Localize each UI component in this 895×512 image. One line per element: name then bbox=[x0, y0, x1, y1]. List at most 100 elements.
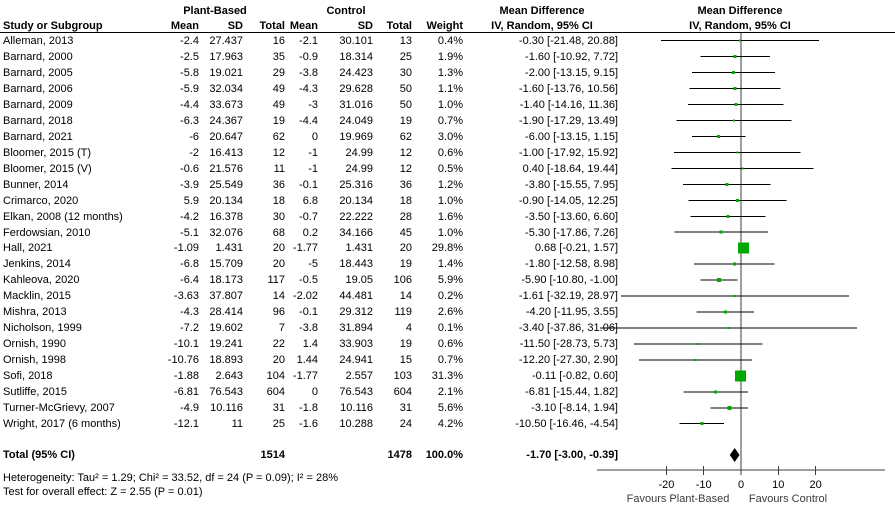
plantbased-total-cell: 22 bbox=[272, 338, 285, 350]
control-total-cell: 45 bbox=[399, 227, 412, 239]
control-mean-cell: -5 bbox=[308, 258, 318, 270]
plantbased-mean-cell: -10.1 bbox=[173, 338, 199, 350]
effect-square bbox=[725, 182, 729, 186]
weight-cell: 0.5% bbox=[437, 163, 463, 175]
control-total-cell: 31 bbox=[399, 402, 412, 414]
md-ci-cell: -5.30 [-17.86, 7.26] bbox=[525, 227, 618, 239]
md-ci-cell: -3.40 [-37.86, 31.06] bbox=[518, 322, 618, 334]
control-total-cell: 36 bbox=[399, 179, 412, 191]
plantbased-sd-cell: 18.173 bbox=[209, 274, 243, 286]
effect-square bbox=[714, 390, 718, 394]
md-ci-cell: -0.11 [-0.82, 0.60] bbox=[531, 370, 618, 382]
weight-cell: 1.9% bbox=[437, 51, 463, 63]
control-sd-cell: 24.941 bbox=[339, 354, 373, 366]
weight-cell: 5.6% bbox=[437, 402, 463, 414]
plantbased-sd-cell: 17.963 bbox=[209, 51, 243, 63]
control-total-cell: 50 bbox=[399, 83, 412, 95]
forest-plot-graph: -20 -10 0 10 20 Favours Plant-Based Favours Co… bbox=[597, 33, 885, 505]
plantbased-sd-cell: 28.414 bbox=[209, 306, 243, 318]
effect-square bbox=[727, 326, 730, 329]
plantbased-mean-cell: -5.8 bbox=[180, 67, 199, 79]
effect-square bbox=[733, 55, 737, 59]
control-total-cell: 12 bbox=[399, 163, 412, 175]
control-sd-cell: 76.543 bbox=[339, 386, 373, 398]
total-n1: 1514 bbox=[260, 449, 285, 461]
plantbased-sd-cell: 19.602 bbox=[209, 322, 243, 334]
study-name-cell: Sutliffe, 2015 bbox=[3, 386, 68, 398]
md-ci-cell: -5.90 [-10.80, -1.00] bbox=[521, 274, 618, 286]
md-ci-cell: -3.80 [-15.55, 7.95] bbox=[525, 179, 618, 191]
plantbased-mean-cell: -3.9 bbox=[180, 179, 199, 191]
plantbased-total-cell: 12 bbox=[272, 147, 285, 159]
control-total-cell: 103 bbox=[393, 370, 412, 382]
plantbased-mean-cell: -12.1 bbox=[173, 418, 199, 430]
control-mean-cell: -0.9 bbox=[299, 51, 318, 63]
plantbased-sd-cell: 15.709 bbox=[209, 258, 243, 270]
plantbased-sd-cell: 37.807 bbox=[209, 290, 243, 302]
plantbased-total-cell: 49 bbox=[272, 83, 285, 95]
md-ci-cell: -0.90 [-14.05, 12.25] bbox=[518, 195, 618, 207]
control-sd-cell: 44.481 bbox=[339, 290, 373, 302]
control-sd-cell: 10.116 bbox=[340, 402, 373, 414]
plantbased-sd-cell: 20.647 bbox=[209, 131, 243, 143]
study-name-cell: Barnard, 2006 bbox=[3, 83, 73, 95]
md-plot-title: Mean Difference bbox=[697, 5, 783, 17]
weight-cell: 1.6% bbox=[437, 211, 463, 223]
plantbased-sd-cell: 16.413 bbox=[209, 147, 243, 159]
control-sd-cell: 18.314 bbox=[339, 51, 373, 63]
control-sd-cell: 19.05 bbox=[345, 274, 373, 286]
md-plot-subtitle: IV, Random, 95% CI bbox=[689, 20, 791, 32]
control-mean-cell: -4.4 bbox=[299, 115, 318, 127]
plantbased-sd-cell: 16.378 bbox=[209, 211, 243, 223]
weight-cell: 1.1% bbox=[437, 83, 463, 95]
effect-square bbox=[735, 370, 747, 382]
control-sd-cell: 20.134 bbox=[339, 195, 373, 207]
control-mean-cell: -1.8 bbox=[299, 402, 318, 414]
control-mean-cell: 1.4 bbox=[302, 338, 318, 350]
effect-square bbox=[736, 198, 740, 202]
plantbased-sd-cell: 76.543 bbox=[209, 386, 243, 398]
control-sd-cell: 22.222 bbox=[339, 211, 373, 223]
md-ci-cell: 0.68 [-0.21, 1.57] bbox=[534, 242, 618, 254]
study-name-cell: Macklin, 2015 bbox=[3, 290, 71, 302]
study-name-cell: Bloomer, 2015 (V) bbox=[3, 163, 92, 175]
control-mean-cell: -0.1 bbox=[299, 179, 318, 191]
weight-cell: 1.0% bbox=[437, 195, 463, 207]
plantbased-mean-cell: -4.3 bbox=[180, 306, 199, 318]
total-ci: -1.70 [-3.00, -0.39] bbox=[526, 449, 618, 461]
control-total-cell: 15 bbox=[399, 354, 412, 366]
plantbased-sd-cell: 10.116 bbox=[210, 402, 243, 414]
plantbased-mean-cell: -4.2 bbox=[180, 211, 199, 223]
md-column-title: Mean Difference bbox=[499, 5, 585, 17]
control-mean-cell: -1.6 bbox=[299, 418, 318, 430]
axis-tick-label: 0 bbox=[738, 479, 744, 491]
control-total-cell: 18 bbox=[399, 195, 412, 207]
plantbased-mean-cell: -5.1 bbox=[180, 227, 199, 239]
control-total-cell: 25 bbox=[399, 51, 412, 63]
plantbased-sd-cell: 1.431 bbox=[215, 242, 243, 254]
md-ci-cell: -1.60 [-10.92, 7.72] bbox=[525, 51, 618, 63]
plantbased-total-cell: 31 bbox=[272, 402, 285, 414]
group2-sd-header: SD bbox=[357, 20, 373, 32]
md-ci-cell: -3.50 [-13.60, 6.60] bbox=[525, 211, 618, 223]
md-ci-cell: -12.20 [-27.30, 2.90] bbox=[518, 354, 618, 366]
control-sd-cell: 19.969 bbox=[339, 131, 373, 143]
weight-cell: 3.0% bbox=[437, 131, 463, 143]
control-total-cell: 12 bbox=[399, 147, 412, 159]
control-sd-cell: 29.628 bbox=[339, 83, 373, 95]
study-name-cell: Wright, 2017 (6 months) bbox=[3, 418, 121, 430]
md-ci-cell: -1.80 [-12.58, 8.98] bbox=[525, 258, 618, 270]
plantbased-sd-cell: 2.643 bbox=[215, 370, 243, 382]
axis-tick-label: -10 bbox=[696, 479, 712, 491]
plantbased-total-cell: 604 bbox=[266, 386, 285, 398]
control-mean-cell: -2.02 bbox=[292, 290, 318, 302]
heterogeneity-text: Heterogeneity: Tau² = 1.29; Chi² = 33.52… bbox=[3, 472, 338, 484]
control-mean-cell: -1 bbox=[308, 147, 318, 159]
weight-header: Weight bbox=[426, 20, 463, 32]
md-ci-cell: -6.00 [-13.15, 1.15] bbox=[525, 131, 618, 143]
plantbased-total-cell: 117 bbox=[267, 274, 285, 286]
effect-square bbox=[733, 87, 737, 91]
control-total-cell: 119 bbox=[394, 306, 412, 318]
study-name-cell: Kahleova, 2020 bbox=[3, 274, 80, 286]
